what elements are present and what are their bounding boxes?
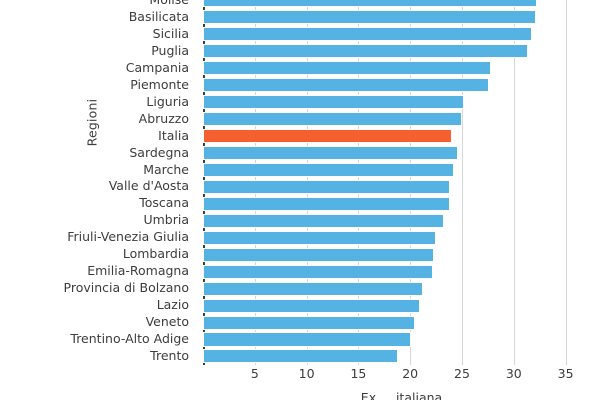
y-axis-tick-label: Sicilia: [152, 25, 189, 41]
gridline: [565, 0, 567, 365]
y-axis-tick-label: Umbria: [143, 212, 189, 228]
bar-row: [203, 145, 600, 162]
y-axis-tick-label: Marche: [143, 161, 189, 177]
x-axis-tick-label: 20: [402, 366, 419, 381]
y-axis-tick-label: Campania: [125, 59, 189, 75]
bar: [203, 112, 462, 127]
bar-row: [203, 314, 600, 331]
y-axis-tick-label: Emilia-Romagna: [87, 263, 189, 279]
plot-area: [203, 0, 600, 365]
bar-row: [203, 229, 600, 246]
y-axis-tick-label: Friuli-Venezia Giulia: [67, 229, 189, 245]
y-axis-tick-label: Veneto: [145, 314, 189, 330]
bar-row: [203, 331, 600, 348]
x-axis-title: Ex ... italiana: [360, 390, 443, 400]
bar: [203, 315, 416, 330]
bar-row: [203, 280, 600, 297]
bar: [203, 281, 423, 296]
bar: [203, 0, 537, 8]
y-axis-tick-label: Lombardia: [122, 246, 189, 262]
y-axis-tick-label: Liguria: [146, 93, 189, 109]
bar-row: [203, 77, 600, 94]
bar-row: [203, 43, 600, 60]
bar: [203, 230, 437, 245]
bar: [203, 61, 491, 76]
x-axis-tick-label: 30: [505, 366, 522, 381]
bar: [203, 264, 433, 279]
x-axis-tick-label: 15: [350, 366, 367, 381]
bar-row: [203, 9, 600, 26]
bar-row: [203, 195, 600, 212]
y-axis-tick-label: Piemonte: [130, 76, 189, 92]
bar: [203, 10, 536, 25]
y-axis-tick-label: Basilicata: [128, 8, 189, 24]
bar: [203, 179, 450, 194]
x-axis-tick-labels: 5 10 15 20 25 30 35: [203, 366, 600, 384]
gridline: [513, 0, 515, 365]
bar-row: [203, 297, 600, 314]
bar: [203, 196, 450, 211]
bar: [203, 145, 458, 161]
y-axis-tick-label: Puglia: [151, 42, 189, 58]
y-axis-tick-label: Trentino-Alto Adige: [70, 331, 189, 347]
y-axis-tick-label: Trento: [150, 348, 189, 364]
bar: [203, 162, 454, 177]
bar: [203, 27, 533, 42]
bar: [203, 95, 465, 110]
y-axis-tick-label: Italia: [158, 127, 189, 143]
bar: [203, 213, 445, 228]
bar-row: [203, 60, 600, 77]
bar-row: [203, 94, 600, 111]
x-axis-tick-label: 35: [557, 366, 574, 381]
y-axis-tick-label: Toscana: [139, 195, 189, 211]
bar-row: [203, 212, 600, 229]
gridline: [462, 0, 463, 365]
bar: [203, 247, 435, 262]
bar-row: [203, 263, 600, 280]
bar-row: [203, 348, 600, 365]
bar-row: [203, 0, 600, 9]
x-axis-tick-label: 25: [454, 366, 470, 381]
bar-row: [203, 178, 600, 195]
y-axis-tick-label: Lazio: [156, 297, 189, 313]
bar-row: [203, 162, 600, 179]
x-axis-tick-label: 5: [250, 366, 259, 381]
bar: [203, 332, 412, 347]
y-axis-tick-label: Molise: [60, 0, 196, 9]
bar: [203, 78, 489, 93]
bar-row: [203, 111, 600, 128]
y-axis-tick-label: Provincia di Bolzano: [63, 280, 189, 296]
bar-row: [203, 246, 600, 263]
y-axis-category-labels: MoliseBasilicataSiciliaPugliaCampaniaPie…: [60, 0, 196, 365]
bar: [203, 44, 529, 59]
y-axis-tick-label: Valle d'Aosta: [108, 178, 189, 194]
bar-highlight: [203, 129, 452, 144]
y-axis-tick-label: Sardegna: [129, 144, 189, 160]
bar: [203, 349, 398, 364]
bar: [203, 298, 420, 313]
y-axis-tick-label: Abruzzo: [138, 110, 189, 126]
bar-row: [203, 128, 600, 145]
bar-row: [203, 26, 600, 43]
x-axis-tick-label: 10: [298, 366, 315, 381]
